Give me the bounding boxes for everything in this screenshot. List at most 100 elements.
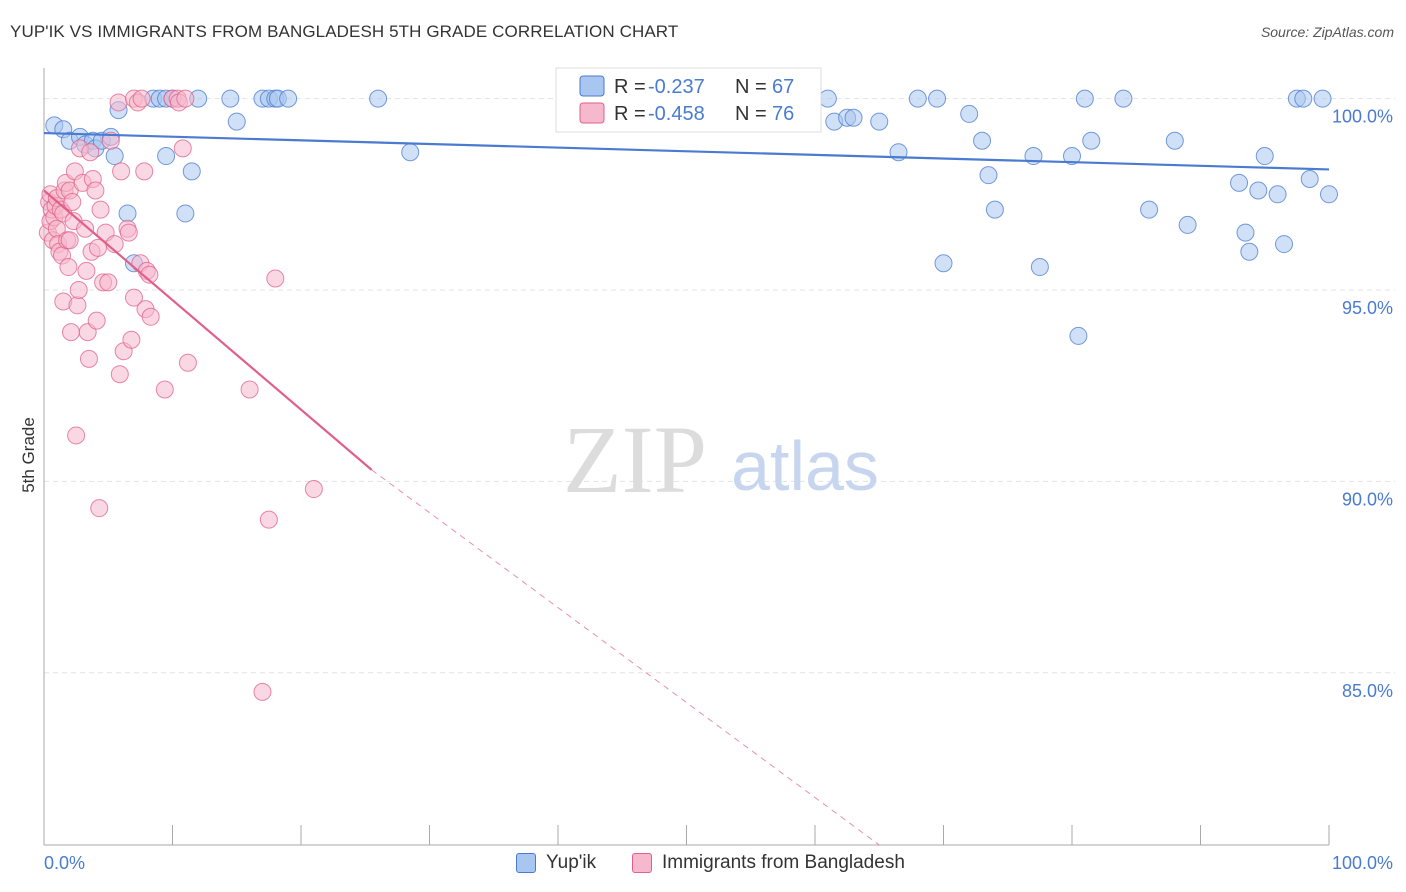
bangladesh-point-72 xyxy=(240,380,259,399)
bangladesh-point-27 xyxy=(68,296,87,315)
bangladesh-point-26 xyxy=(67,426,86,445)
yupik-point-27 xyxy=(279,89,298,108)
y-tick-label-2: 90.0% xyxy=(1342,489,1393,509)
x-tick-label-right: 100.0% xyxy=(1332,853,1393,873)
bangladesh-point-42 xyxy=(91,200,110,219)
yupik-point-70 xyxy=(1294,89,1313,108)
yupik-point-11 xyxy=(118,204,137,223)
axes xyxy=(43,68,1330,846)
bangladesh-point-50 xyxy=(112,162,131,181)
yupik-point-21 xyxy=(221,89,240,108)
yupik-point-57 xyxy=(1082,131,1101,150)
source-label: Source: ZipAtlas.com xyxy=(1260,24,1394,40)
bangladesh-point-54 xyxy=(122,330,141,349)
bangladesh-point-56 xyxy=(124,288,143,307)
scatter-points xyxy=(38,89,1338,701)
yupik-point-56 xyxy=(1075,89,1094,108)
yupik-point-58 xyxy=(1114,89,1133,108)
legend-swatch-yupik xyxy=(579,75,605,97)
bangladesh-point-76 xyxy=(304,480,323,499)
yupik-point-54 xyxy=(1063,147,1081,166)
yupik-point-68 xyxy=(1275,235,1294,254)
bangladesh-point-59 xyxy=(132,89,151,108)
y-tick-label-1: 95.0% xyxy=(1342,298,1393,318)
yupik-point-71 xyxy=(1300,170,1319,188)
bangladesh-point-19 xyxy=(59,258,78,277)
yupik-point-72 xyxy=(1313,89,1332,108)
yupik-point-67 xyxy=(1268,185,1287,204)
bangladesh-point-46 xyxy=(101,131,120,150)
yupik-point-49 xyxy=(973,131,992,150)
legend-r-label-1: R = xyxy=(614,76,646,98)
yupik-point-18 xyxy=(176,204,195,223)
yupik-point-63 xyxy=(1236,223,1255,242)
yupik-point-59 xyxy=(1140,200,1159,219)
correlation-legend: R = -0.237 N = 67 R = -0.458 N = 76 xyxy=(555,67,822,133)
bangladesh-point-69 xyxy=(173,139,192,158)
bangladesh-point-38 xyxy=(86,181,105,200)
yupik-point-39 xyxy=(818,89,837,108)
bangladesh-point-21 xyxy=(60,231,79,250)
yupik-trend-line xyxy=(43,131,1330,171)
bangladesh-point-60 xyxy=(135,162,154,181)
yupik-point-29 xyxy=(401,143,420,162)
watermark-atlas: atlas xyxy=(731,427,879,505)
legend-r-label-2: R = xyxy=(614,103,646,125)
yupik-point-62 xyxy=(1230,173,1249,192)
bottom-legend-swatch-yupik xyxy=(516,853,536,873)
yupik-point-50 xyxy=(979,166,998,185)
yupik-point-55 xyxy=(1069,326,1088,345)
bangladesh-point-23 xyxy=(63,192,82,211)
legend-n-label-2: N = xyxy=(735,103,767,125)
yupik-point-28 xyxy=(369,89,388,108)
bangladesh-point-28 xyxy=(69,281,88,299)
bottom-legend-item-yupik: Yup'ik xyxy=(516,852,596,874)
y-tick-label-3: 85.0% xyxy=(1342,681,1393,701)
yupik-point-45 xyxy=(908,89,927,108)
bangladesh-point-73 xyxy=(253,682,272,701)
trend-lines xyxy=(43,131,1330,846)
watermark-zip: ZIP xyxy=(563,406,707,513)
bangladesh-trend-extension xyxy=(371,469,880,846)
yupik-point-64 xyxy=(1240,242,1259,261)
legend-n-label-1: N = xyxy=(735,76,767,98)
bangladesh-point-49 xyxy=(110,365,129,384)
bangladesh-point-64 xyxy=(141,307,160,326)
yupik-point-42 xyxy=(844,108,863,127)
yupik-point-73 xyxy=(1320,185,1338,204)
bangladesh-point-71 xyxy=(178,353,197,372)
yupik-point-19 xyxy=(182,162,201,181)
bottom-legend-label-yupik: Yup'ik xyxy=(546,852,597,873)
yupik-point-22 xyxy=(227,112,246,131)
yupik-point-9 xyxy=(105,147,124,166)
yupik-point-51 xyxy=(985,200,1004,219)
bangladesh-trend-line xyxy=(43,189,373,471)
bangladesh-point-53 xyxy=(119,223,138,242)
bangladesh-point-74 xyxy=(259,510,278,529)
yupik-point-16 xyxy=(157,147,176,166)
yupik-point-53 xyxy=(1030,258,1049,277)
legend-swatch-bangladesh xyxy=(579,102,605,124)
y-tick-labels: 100.0% 95.0% 90.0% 85.0% xyxy=(1332,107,1393,701)
yupik-point-48 xyxy=(960,104,979,123)
y-tick-label-0: 100.0% xyxy=(1332,107,1393,127)
bangladesh-point-48 xyxy=(109,93,128,112)
bangladesh-point-40 xyxy=(88,238,107,257)
bangladesh-point-70 xyxy=(176,89,195,108)
yupik-point-66 xyxy=(1255,147,1274,166)
bangladesh-point-35 xyxy=(81,143,100,162)
bangladesh-point-45 xyxy=(99,273,118,292)
x-tick-label-left: 0.0% xyxy=(44,853,85,873)
yupik-point-47 xyxy=(934,254,953,273)
yupik-point-43 xyxy=(870,112,889,131)
legend-r-value-2: -0.458 xyxy=(648,103,705,125)
bottom-legend-item-bangladesh: Immigrants from Bangladesh xyxy=(632,852,905,874)
legend-r-value-1: -0.237 xyxy=(648,76,705,98)
bangladesh-point-39 xyxy=(87,311,106,330)
yupik-point-60 xyxy=(1165,131,1184,150)
y-axis-label: 5th Grade xyxy=(19,417,38,493)
bangladesh-point-63 xyxy=(140,265,159,284)
bangladesh-point-75 xyxy=(266,269,285,288)
bangladesh-point-31 xyxy=(76,219,95,238)
